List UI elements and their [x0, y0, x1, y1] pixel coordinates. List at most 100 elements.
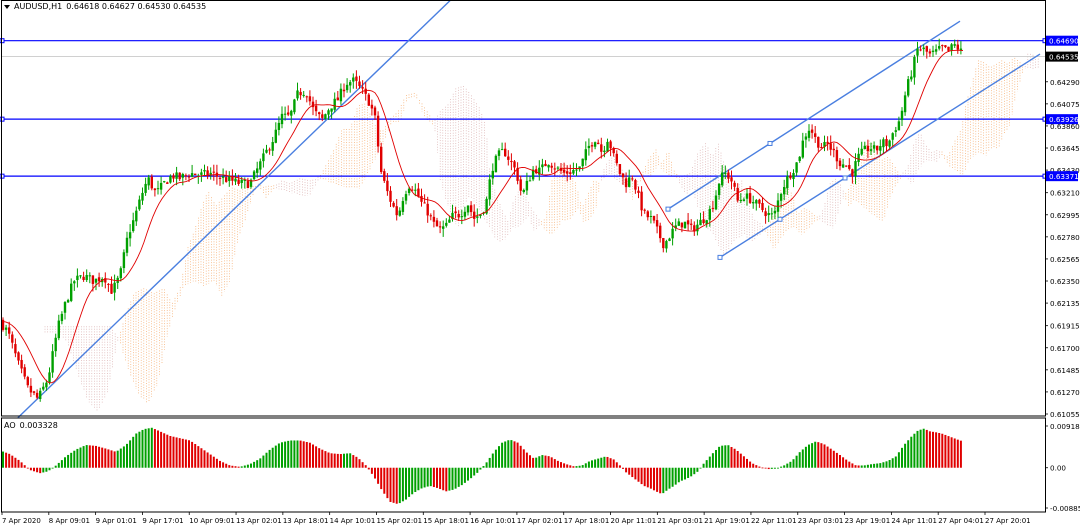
long-trend-line[interactable] [17, 0, 451, 419]
ao-bar [460, 467, 463, 486]
candle-body [615, 153, 618, 164]
candle-body [941, 45, 944, 47]
ao-bar [91, 445, 94, 468]
time-tick-label: 15 Apr 18:01 [423, 517, 469, 525]
candle-body [934, 49, 938, 52]
ao-bar [904, 443, 907, 468]
candle-body [900, 110, 904, 121]
trend-handle [717, 254, 723, 260]
ao-bar [566, 464, 569, 468]
candle-body [525, 180, 529, 191]
ao-bar [795, 455, 798, 468]
candle-body [566, 171, 569, 174]
ao-bar [581, 465, 584, 468]
ao-bar [659, 467, 662, 494]
ao-bar [256, 460, 259, 468]
candle-body [938, 46, 941, 49]
ao-bar [76, 448, 79, 468]
ao-bar [699, 467, 702, 469]
ao-bar [879, 463, 882, 468]
ao-bar [501, 442, 504, 468]
candle-body [147, 177, 150, 186]
ao-bar [386, 467, 389, 499]
candle-body [367, 94, 370, 106]
ao-bar [860, 465, 863, 468]
candle-body [51, 351, 54, 373]
candle-body [132, 220, 135, 232]
ao-bar [519, 445, 522, 468]
candle-body [249, 179, 253, 187]
trendlines[interactable] [17, 0, 1041, 419]
candle-body [411, 189, 414, 191]
ao-bar [591, 460, 593, 468]
candle-body [438, 226, 442, 228]
candle-body [178, 172, 181, 180]
candle-body [863, 145, 866, 150]
candle-body [11, 334, 14, 343]
candle-body [392, 202, 395, 207]
candle-body [572, 169, 575, 174]
time-tick-label: 21 Apr 19:01 [704, 517, 750, 525]
horizontal-levels[interactable] [0, 38, 1048, 179]
candle-body [97, 277, 101, 282]
ao-bar [941, 433, 944, 468]
ao-bar [101, 447, 104, 468]
candle-body [761, 202, 764, 211]
candle-body [553, 168, 556, 170]
ao-bar [826, 446, 829, 468]
candle-body [779, 193, 783, 201]
price-tick-label: 0.63210 [1050, 189, 1080, 198]
candle-body [256, 168, 259, 173]
ao-bar [742, 456, 745, 468]
ao-bar [662, 467, 665, 494]
price-tick-label: 0.63645 [1050, 144, 1080, 153]
ao-bar [839, 455, 841, 468]
ao-bar [891, 458, 894, 468]
ao-bar [324, 451, 327, 468]
time-tick-label: 8 Apr 09:01 [49, 517, 90, 525]
candle-body [891, 133, 894, 140]
ichimoku-cloud [44, 53, 1039, 411]
time-tick-label: 7 Apr 2020 [2, 517, 41, 525]
candle-body [389, 190, 392, 202]
time-tick-label: 23 Apr 19:01 [845, 517, 891, 525]
candle-body [618, 164, 622, 174]
ao-bar [718, 446, 721, 468]
ao-bar [770, 467, 773, 469]
price-tick-label: 0.63430 [1050, 166, 1080, 175]
price-tick-label: 0.62565 [1050, 255, 1080, 264]
candle-body [510, 160, 513, 163]
channel-upper-line[interactable] [667, 20, 961, 210]
candle-body [693, 225, 696, 232]
candle-body [262, 153, 265, 162]
collapse-triangle-icon[interactable] [4, 4, 10, 9]
ao-bar [274, 445, 277, 468]
candle-body [380, 146, 383, 172]
price-tick-label: 0.62350 [1050, 277, 1080, 286]
candle-body [349, 82, 352, 86]
candle-body [308, 96, 312, 102]
candle-body [804, 136, 808, 140]
ao-bar [597, 458, 600, 468]
ao-bar [64, 457, 66, 468]
candle-body [246, 181, 250, 189]
ao-bar [160, 431, 163, 468]
candle-body [271, 142, 274, 151]
candle-body [141, 192, 144, 201]
candle-body [733, 182, 736, 187]
ao-bar [11, 455, 14, 468]
candle-body [702, 219, 705, 224]
ao-bar [811, 443, 814, 468]
candle-body [361, 87, 364, 89]
ao-bar [175, 437, 178, 468]
ao-bar [494, 449, 497, 468]
ao-bar [715, 450, 717, 468]
ao-bar [479, 467, 482, 470]
ao-bar [308, 442, 311, 468]
ao-bar [848, 461, 851, 468]
trend-handle [767, 140, 773, 146]
candle-body [169, 175, 172, 183]
ao-bar [330, 453, 333, 468]
candle-body [417, 188, 420, 197]
ao-bar [752, 463, 755, 468]
